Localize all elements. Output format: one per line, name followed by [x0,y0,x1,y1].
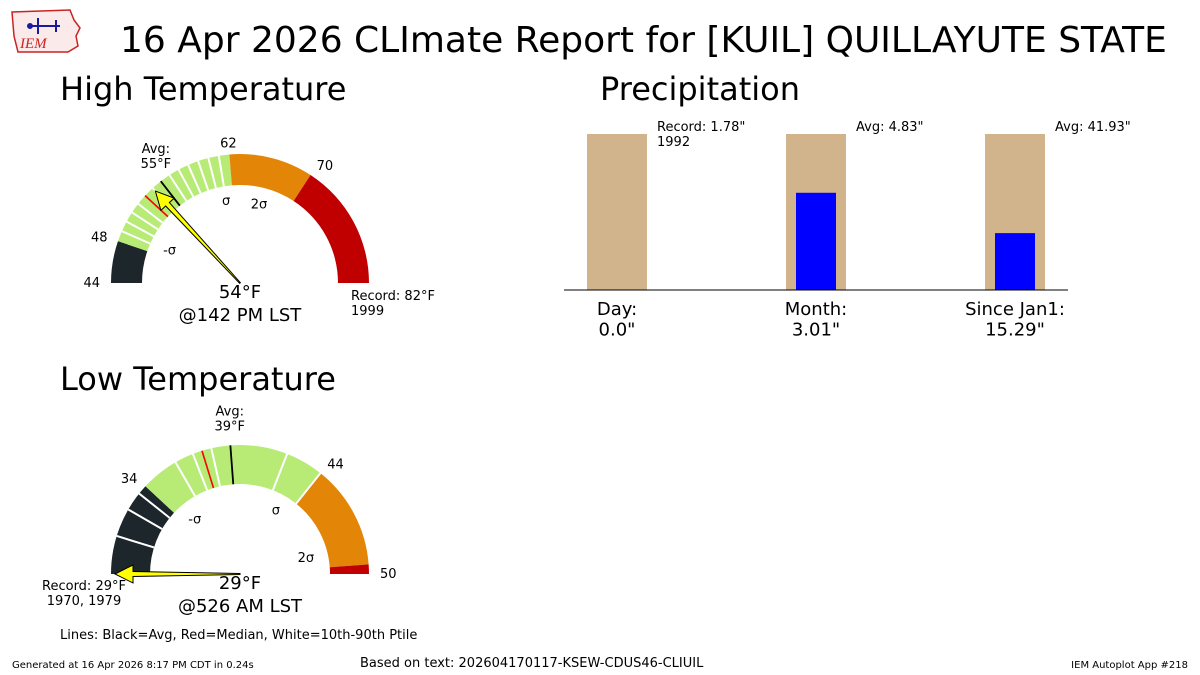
percentile-line-3 [174,461,196,497]
percentile-line-7 [295,472,322,505]
precip-title: Precipitation [600,70,801,108]
precip-bar-chart: Day: 0.0" Month: 3.01" Since Jan1: 15.29" Reco… [564,120,1131,341]
percentile-line-3 [137,202,164,224]
tick-label-62: 62 [220,136,237,151]
iem-logo: IEM [11,9,81,53]
sigma-label-0: -σ [188,512,201,527]
gauge-segment-3 [329,564,369,574]
record-label: Record: 29°F 1970, 1979 [42,579,126,609]
tick-label-44: 44 [327,458,344,473]
tick-label-48: 48 [91,231,108,246]
percentile-line-2 [138,492,171,519]
precip-annotation-1: Avg: 4.83" [856,120,924,135]
tick-label-70: 70 [317,159,334,174]
gauge-segment-2 [296,473,369,568]
observed-needle [113,564,241,584]
observed-value: 54°F [219,282,261,303]
observed-time: @142 PM LST [179,305,303,326]
tick-label-34: 34 [121,472,138,487]
generated-note: Generated at 16 Apr 2026 8:17 PM CDT in … [12,660,254,671]
percentile-line-2 [131,211,159,231]
percentile-line-6 [271,453,289,491]
logo-text: IEM [19,36,48,52]
sigma-label-0: -σ [163,243,176,258]
percentile-line-9 [207,157,217,189]
percentile-line-0 [121,230,151,245]
percentile-line-6 [177,169,195,198]
gauge-segment-2 [229,153,311,201]
weather-station-icon [27,18,60,34]
observed-value: 29°F [219,573,261,594]
avg-line [160,180,181,207]
gauge-segment-3 [293,175,369,283]
observed-time: @526 AM LST [178,596,303,617]
median-line [201,450,215,489]
precip-category-2: Since Jan1: 15.29" [965,299,1065,341]
percentile-line-5 [210,448,221,487]
low-temp-gauge: 34 44 50 -σ σ 2σ Avg: 39°F 29°F@526 AM LST Record… [42,404,397,617]
gauge-segment-0 [111,241,148,283]
percentile-line-5 [168,174,188,202]
lines-legend-note: Lines: Black=Avg, Red=Median, White=10th… [60,628,418,643]
precip-annotation-2: Avg: 41.93" [1055,120,1131,135]
percentile-line-1 [126,220,155,238]
percentile-line-4 [191,453,209,491]
tick-label-50: 50 [380,567,397,582]
percentile-line-1 [127,508,163,530]
record-label: Record: 82°F 1999 [351,289,435,319]
avg-label: Avg: 39°F [214,404,245,434]
source-note: Based on text: 202604170117-KSEW-CDUS46-… [360,656,704,671]
percentile-line-7 [187,164,202,194]
avg-line [229,445,235,485]
observed-needle [154,190,242,285]
precip-bar-observed-1 [796,192,836,290]
sigma-label-1: σ [272,503,280,518]
high-temp-gauge: 44 48 62 70 -σ σ 2σ Avg: 55°F 54°F@142 PM LST Reco… [83,136,435,326]
precip-category-0: Day: 0.0" [597,299,637,341]
avg-label: Avg: 55°F [141,142,172,172]
precip-bar-observed-2 [995,233,1035,290]
precip-annotation-0: Record: 1.78" 1992 [657,120,745,150]
percentile-line-0 [116,535,155,549]
precip-category-1: Month: 3.01" [785,299,847,341]
app-note: IEM Autoplot App #218 [1071,660,1188,671]
report-title: 16 Apr 2026 CLImate Report for [KUIL] QU… [120,20,1167,61]
precip-bar-reference-0 [587,134,647,290]
low-temp-title: Low Temperature [60,360,336,398]
tick-label-44: 44 [83,276,100,291]
percentile-line-10 [217,155,225,187]
iowa-outline-icon [11,9,81,53]
median-line [144,195,169,218]
sigma-label-1: σ [222,194,230,209]
sigma-label-2: 2σ [251,198,268,213]
percentile-line-8 [197,160,210,191]
high-temp-title: High Temperature [60,70,347,108]
sigma-label-2: 2σ [298,551,315,566]
